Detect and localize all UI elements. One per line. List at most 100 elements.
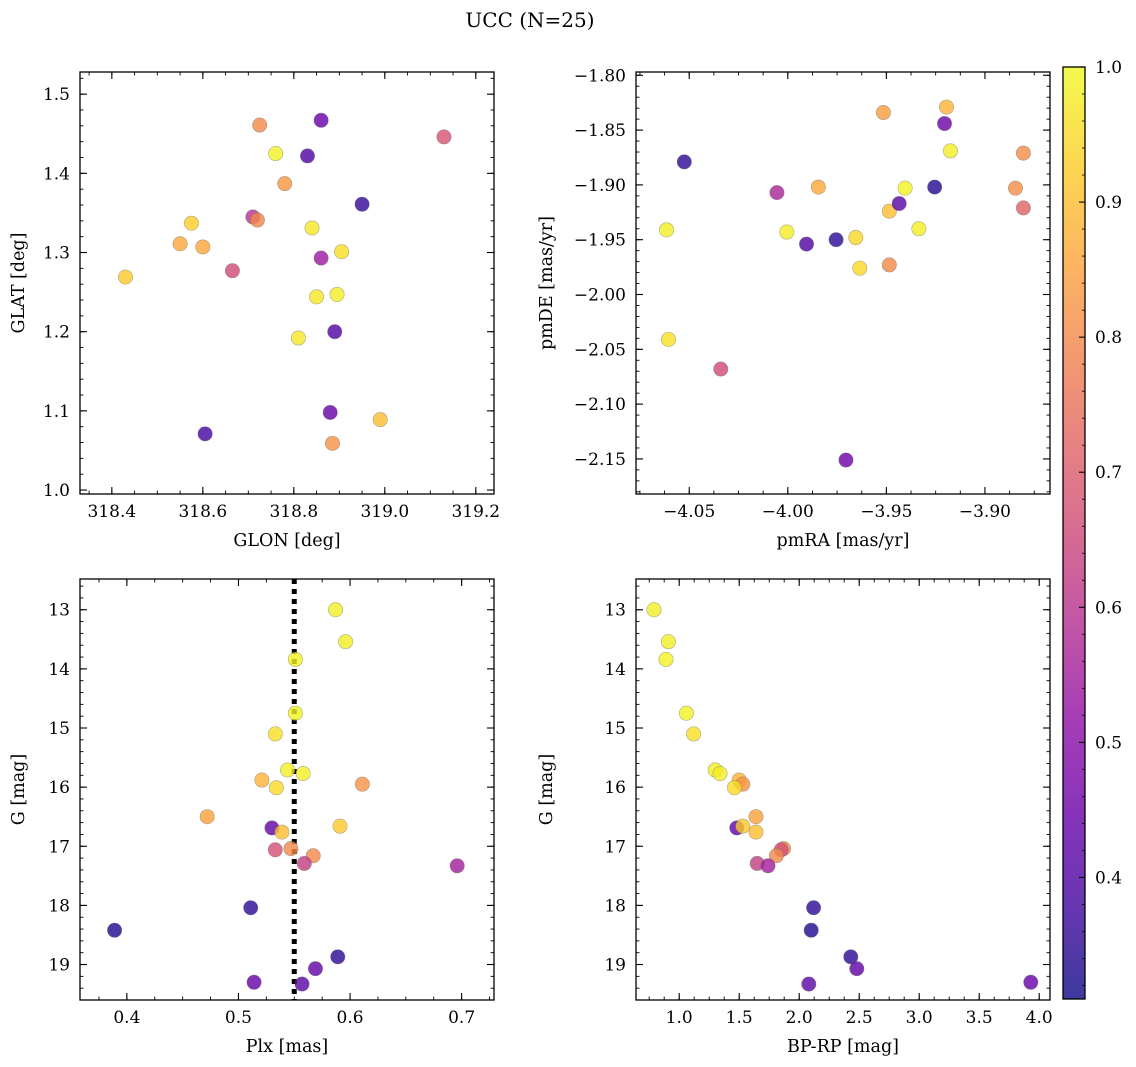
y-tick-label: 1.2 [43,323,70,343]
data-point [372,412,388,428]
plot-frame [79,578,495,1001]
data-point [806,900,822,916]
x-tick-label: −3.90 [959,502,1011,522]
data-point [659,222,675,238]
data-point [117,269,133,285]
x-tick-label: 3.5 [966,1008,993,1028]
data-point [760,858,776,874]
data-point [676,154,692,170]
x-axis-label: BP-RP [mag] [787,1037,899,1057]
data-point [290,330,306,346]
panel-3: 0.4 0.5 0.6 0.7 13 14 15 16 17 18 19 Plx [mas] G [ma… [9,578,495,1057]
y-tick-label: 13 [48,601,70,621]
data-point [287,705,303,721]
y-tick-label: 19 [48,956,70,976]
x-tick-label: 1.5 [726,1008,753,1028]
x-tick-label: 4.0 [1026,1008,1053,1028]
data-point [249,212,265,228]
data-point [1015,145,1031,161]
data-point [646,602,662,618]
x-tick-label: 1.0 [666,1008,693,1028]
data-point [779,224,795,240]
data-point [911,221,927,237]
x-tick-label: 0.6 [337,1008,364,1028]
colorbar-gradient [1063,67,1085,999]
plot-frame [635,578,1051,1001]
data-point [828,232,844,248]
x-tick-label: −4.05 [663,502,715,522]
data-point [810,179,826,195]
data-point [329,286,345,302]
data-point [280,762,296,778]
data-point [304,220,320,236]
x-tick-label: 2.5 [846,1008,873,1028]
data-point [843,949,859,965]
colorbar-tick-label: 0.4 [1095,868,1122,888]
data-point [661,331,677,347]
data-point [937,116,953,132]
data-point [686,726,702,742]
x-axis-label: Plx [mas] [246,1037,328,1057]
data-point [107,922,123,938]
data-point [195,239,211,255]
y-tick-label: −2.10 [574,395,626,415]
data-point [713,361,729,377]
data-point [801,976,817,992]
y-tick-label: 18 [604,896,626,916]
data-point [324,435,340,451]
y-axis-label: G [mag] [9,754,29,825]
data-point [927,179,943,195]
data-point [897,180,913,196]
panel-2: −4.05 −4.00 −3.95 −3.90 −1.80 −1.85 −1.90 −1.95… [537,66,1051,551]
data-point [294,976,310,992]
y-tick-label: −1.95 [574,231,626,251]
x-tick-label: 319.2 [451,502,500,522]
data-point [299,148,315,164]
data-point [875,105,891,121]
data-point [1007,180,1023,196]
colorbar-tick-label: 1.0 [1095,58,1122,78]
y-tick-label: 15 [48,719,70,739]
data-point [334,244,350,260]
y-tick-label: 19 [604,956,626,976]
data-point [838,452,854,468]
data-point [748,809,764,825]
data-point [748,824,764,840]
data-point [848,230,864,246]
data-point [436,129,452,145]
data-point [1015,200,1031,216]
x-tick-label: 0.4 [113,1008,140,1028]
y-tick-label: −2.05 [574,340,626,360]
y-tick-label: −2.00 [574,286,626,306]
y-tick-label: 18 [48,896,70,916]
data-point [354,776,370,792]
data-point [313,112,329,128]
data-point [246,974,262,990]
data-point [277,176,293,192]
data-point [268,780,284,796]
y-axis-label: G [mag] [537,754,557,825]
y-tick-label: 17 [604,837,626,857]
panel-4: 1.0 1.5 2.0 2.5 3.0 3.5 4.0 13 14 15 16 17 18 19 BP-RP… [537,578,1053,1057]
y-tick-label: 16 [48,778,70,798]
panel-1: 318.4 318.6 318.8 319.0 319.2 1.0 1.1 1.2 1.3 1.4… [9,71,500,551]
data-point [309,289,325,305]
y-tick-label: −2.15 [574,450,626,470]
data-point [197,426,213,442]
colorbar-tick-label: 0.6 [1095,598,1122,618]
scatter-panels: 318.4 318.6 318.8 319.0 319.2 1.0 1.1 1.2 1.3 1.4… [9,66,1053,1057]
colorbar-tick-label: 0.8 [1095,328,1122,348]
colorbar-tick-label: 0.9 [1095,193,1122,213]
data-point [891,196,907,212]
colorbar-frame [1062,66,1086,1000]
x-axis-label: GLON [deg] [233,531,340,551]
data-point [678,705,694,721]
x-tick-label: 318.4 [88,502,137,522]
figure-title: UCC (N=25) [465,8,594,32]
data-point [852,260,868,276]
colorbar: 0.4 0.5 0.6 0.7 0.8 0.9 1.0 [1062,58,1122,1000]
plot-frame [635,71,1051,495]
y-tick-label: 15 [604,719,626,739]
data-point [172,236,188,252]
